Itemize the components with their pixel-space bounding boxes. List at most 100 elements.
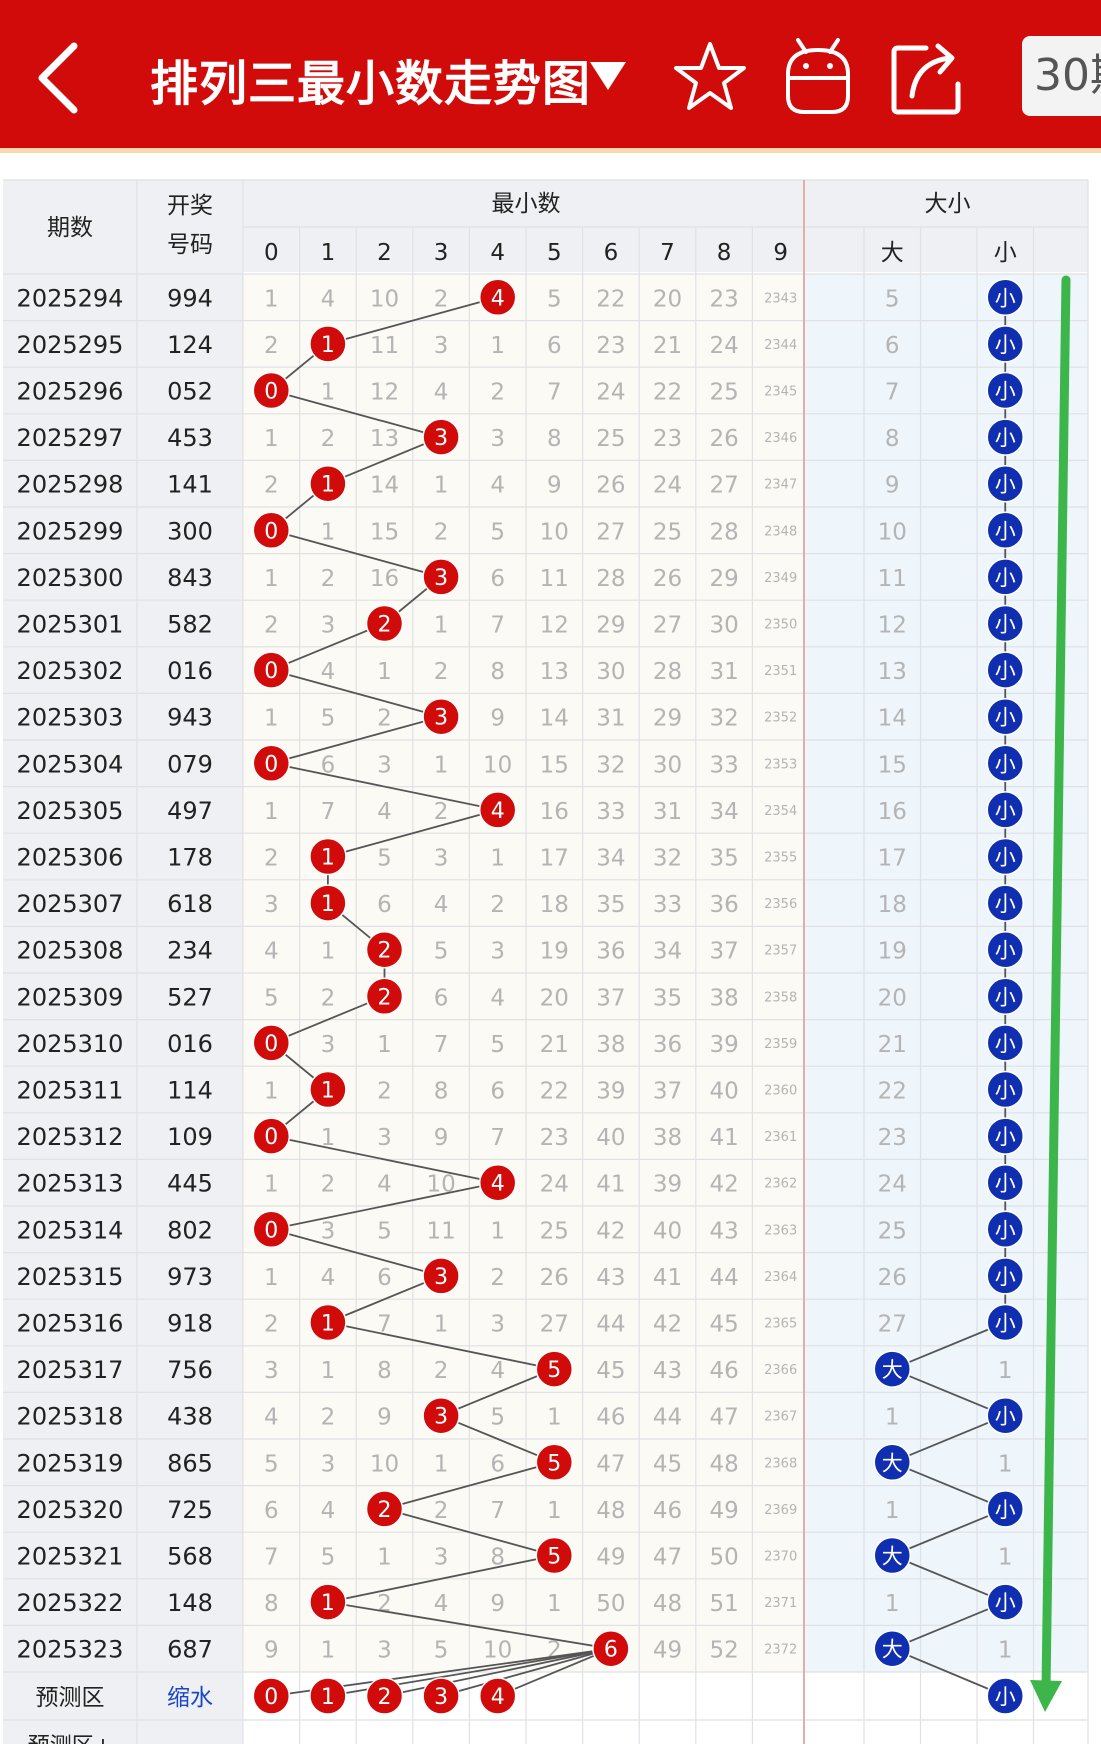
small-miss-value: 1: [998, 1545, 1013, 1571]
svg-text:5: 5: [547, 1545, 561, 1570]
miss-value: 9: [490, 1591, 505, 1617]
miss-value: 3: [490, 1312, 505, 1338]
shrink-link[interactable]: 缩水: [167, 1685, 213, 1711]
min-digit-ball: 3: [422, 1257, 460, 1295]
miss-value: 1: [264, 426, 279, 452]
miss-value: 7: [434, 1032, 449, 1058]
miss-value: 2: [434, 1358, 449, 1384]
miss-value: 1: [490, 333, 505, 359]
svg-text:1: 1: [321, 846, 335, 871]
header-digit-1: 1: [321, 240, 336, 266]
trend-segment: [384, 1508, 555, 1557]
row-issue: 2025310: [17, 1030, 124, 1058]
miss-value: 1: [377, 1032, 392, 1058]
title-dropdown-icon[interactable]: [590, 62, 626, 90]
miss-value: 43: [596, 1265, 625, 1291]
miss-value: 2370: [764, 1550, 797, 1565]
miss-value: 15: [540, 752, 569, 778]
trend-segment: [327, 1601, 612, 1650]
forecast-size-ball: 小: [986, 1677, 1024, 1715]
page-title[interactable]: 排列三最小数走势图: [150, 56, 592, 112]
big-ball: 大: [873, 1536, 911, 1575]
miss-value: 24: [653, 473, 682, 499]
min-digit-ball: 0: [252, 744, 291, 783]
miss-value: 8: [377, 1358, 392, 1384]
big-miss-value: 18: [878, 892, 907, 918]
svg-text:3: 3: [434, 1685, 448, 1710]
miss-value: 2350: [764, 618, 797, 633]
miss-value: 40: [709, 1079, 738, 1105]
miss-value: 4: [321, 1265, 336, 1291]
svg-text:2: 2: [378, 1498, 392, 1523]
small-ball: 小: [986, 1490, 1024, 1528]
min-digit-ball: 0: [252, 1210, 291, 1249]
star-icon[interactable]: [668, 34, 752, 118]
miss-value: 43: [653, 1358, 682, 1384]
miss-value: 45: [709, 1312, 738, 1338]
size-segment: [891, 1554, 1006, 1603]
miss-value: 2346: [764, 431, 797, 446]
svg-text:小: 小: [995, 1498, 1016, 1522]
forecast-label: 预测区: [36, 1685, 105, 1711]
miss-value: 33: [653, 892, 682, 918]
miss-value: 11: [426, 1218, 455, 1244]
miss-value: 8: [434, 1079, 449, 1105]
miss-value: 5: [490, 1405, 505, 1431]
forecast-plus-label[interactable]: 预测区+: [28, 1734, 112, 1744]
row-code: 973: [167, 1263, 213, 1291]
robot-icon[interactable]: [776, 34, 860, 118]
miss-value: 23: [653, 426, 682, 452]
svg-text:3: 3: [434, 426, 448, 451]
row-code: 300: [167, 517, 213, 545]
miss-value: 22: [540, 1079, 569, 1105]
miss-value: 6: [264, 1498, 279, 1524]
trend-segment: [271, 715, 442, 765]
min-digit-ball: 4: [478, 1163, 517, 1202]
svg-text:1: 1: [321, 333, 335, 358]
trend-segment: [327, 1275, 442, 1324]
small-miss-value: 1: [998, 1638, 1013, 1664]
miss-value: 20: [540, 985, 569, 1011]
miss-value: 1: [547, 1498, 562, 1524]
svg-text:大: 大: [882, 1545, 903, 1569]
min-digit-ball: 3: [422, 697, 460, 736]
row-issue: 2025318: [17, 1403, 124, 1431]
miss-value: 2365: [764, 1317, 797, 1332]
miss-value: 2362: [764, 1177, 797, 1192]
header-size-group: 大小: [925, 191, 971, 217]
row-issue: 2025299: [17, 517, 124, 545]
share-icon[interactable]: [886, 34, 970, 118]
miss-value: 6: [490, 1451, 505, 1477]
back-icon[interactable]: [30, 38, 90, 118]
row-issue: 2025301: [17, 611, 124, 639]
miss-value: 38: [596, 1032, 625, 1058]
miss-value: 4: [377, 1172, 392, 1198]
miss-value: 29: [653, 706, 682, 732]
miss-value: 1: [434, 613, 449, 639]
miss-value: 9: [434, 1125, 449, 1151]
miss-value: 2: [264, 613, 279, 639]
period-select-button[interactable]: 30期: [1022, 36, 1101, 116]
miss-value: 31: [596, 706, 625, 732]
header-digit-0: 0: [264, 240, 279, 266]
big-miss-value: 14: [878, 706, 907, 732]
row-code: 016: [167, 657, 213, 685]
row-code: 918: [167, 1310, 213, 1338]
miss-value: 38: [653, 1125, 682, 1151]
miss-value: 44: [596, 1312, 625, 1338]
miss-value: 2: [264, 1312, 279, 1338]
miss-value: 27: [653, 613, 682, 639]
trend-segment: [271, 389, 442, 438]
forecast-ball-0: 0: [252, 1677, 291, 1715]
header-digit-4: 4: [490, 240, 505, 266]
miss-value: 20: [653, 286, 682, 312]
row-issue: 2025296: [17, 378, 124, 406]
miss-value: 2369: [764, 1503, 797, 1518]
big-miss-value: 26: [878, 1265, 907, 1291]
header-issue: 期数: [47, 215, 93, 241]
miss-value: 2371: [764, 1596, 797, 1611]
row-code: 618: [167, 890, 213, 918]
miss-value: 2348: [764, 524, 797, 539]
miss-value: 1: [434, 752, 449, 778]
miss-value: 3: [377, 1638, 392, 1664]
